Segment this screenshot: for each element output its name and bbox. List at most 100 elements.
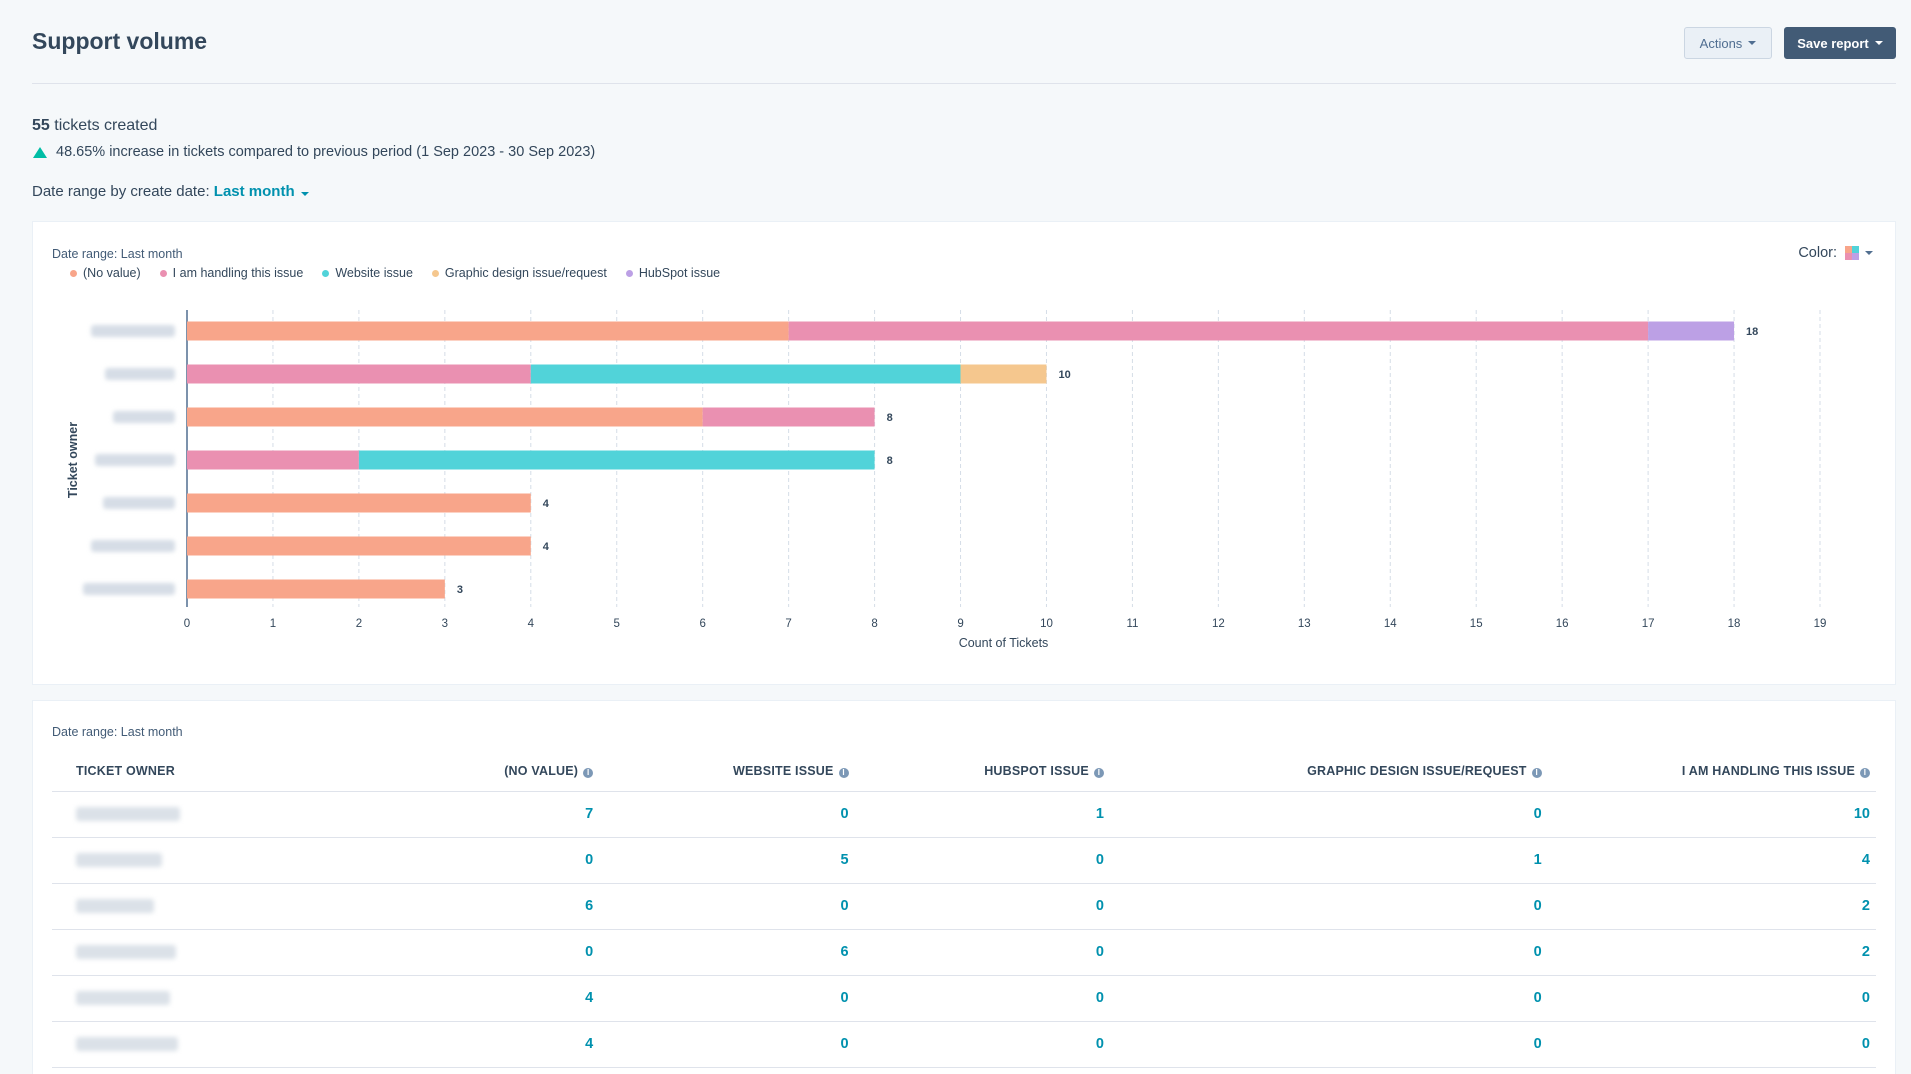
bar-total-label: 10 [1058,369,1070,381]
change-summary: 48.65% increase in tickets compared to p… [32,144,595,160]
table-cell-value[interactable]: 0 [1109,929,1548,976]
table-cell-value[interactable]: 0 [343,929,600,976]
table-cell-value[interactable]: 0 [854,1067,1110,1074]
table-cell-value[interactable]: 1 [854,791,1110,838]
table-cell-value[interactable]: 0 [1109,883,1548,930]
bar-segment [187,450,359,470]
table-cell-value[interactable]: 0 [1109,1067,1548,1074]
actions-button[interactable]: Actions [1684,27,1772,59]
legend-item[interactable]: (No value) [70,266,141,280]
save-report-button[interactable]: Save report [1784,27,1896,59]
table-cell-value[interactable]: 0 [599,1021,855,1068]
legend-dot-icon [431,269,439,277]
x-tick-label: 1 [270,618,276,630]
color-palette-icon [1845,246,1859,260]
table-cell-value[interactable]: 0 [343,837,600,884]
table-cell-value[interactable]: 0 [854,1021,1110,1068]
save-report-button-label: Save report [1797,35,1869,51]
legend-item[interactable]: HubSpot issue [625,266,720,280]
date-range-dropdown[interactable]: Last month [214,183,309,200]
legend-dot-icon [625,269,633,277]
legend-dot-icon [159,269,167,277]
table-cell-value[interactable]: 6 [343,883,600,930]
bar-segment [187,321,789,341]
table-cell-value[interactable]: 0 [599,975,855,1022]
table-cell-value[interactable]: 3 [343,1067,600,1074]
bar-segment [358,450,875,470]
column-header-label: (No value) [504,763,579,778]
report-header: Support volume Actions Save report [32,24,1896,84]
column-header[interactable]: Ticket owner [52,751,344,792]
y-category-label [113,411,175,423]
legend-item[interactable]: Graphic design issue/request [431,266,607,280]
legend-item[interactable]: I am handling this issue [159,266,303,280]
y-category-label [83,583,175,595]
x-tick-label: 11 [1126,618,1138,630]
data-table: Ticket owner (No value) i Website issue i Hub… [52,751,1876,1074]
bar-segment [187,536,531,556]
y-category-label [105,368,175,380]
bar-total-label: 8 [887,455,893,467]
table-cell-value[interactable]: 7 [343,791,600,838]
bar-total-label: 8 [887,412,893,424]
table-cell-value[interactable]: 2 [1547,929,1876,976]
bar-segment [187,579,445,599]
legend-label: Website issue [335,266,413,280]
table-cell-value[interactable]: 0 [1109,975,1548,1022]
redacted-owner-name [76,807,180,822]
info-icon[interactable]: i [1531,767,1542,778]
column-header[interactable]: HubSpot issue i [854,751,1110,792]
table-cell-value[interactable]: 4 [343,975,600,1022]
ticket-owner-cell [52,1021,344,1068]
info-icon[interactable]: i [583,767,594,778]
bar-total-label: 4 [543,541,550,553]
table-cell-value[interactable]: 0 [1547,975,1876,1022]
chevron-down-icon [1865,251,1873,255]
bar-segment [187,493,531,513]
column-header-label: Ticket owner [76,763,175,778]
table-cell-value[interactable]: 4 [1547,837,1876,884]
table-cell-value[interactable]: 0 [1547,1021,1876,1068]
table-cell-value[interactable]: 0 [599,791,855,838]
table-cell-value[interactable]: 1 [1109,837,1548,884]
column-header[interactable]: (No value) i [343,751,600,792]
column-header[interactable]: Graphic design issue/request i [1109,751,1548,792]
color-selector[interactable]: Color: [1798,245,1873,261]
info-icon[interactable]: i [1093,767,1104,778]
redacted-owner-name [76,899,154,914]
table-cell-value[interactable]: 0 [599,883,855,930]
table-header-row: Ticket owner (No value) i Website issue i Hub… [52,751,1876,792]
y-category-label [91,325,175,337]
table-cell-value[interactable]: 0 [1109,1021,1548,1068]
table-cell-value[interactable]: 2 [1547,883,1876,930]
column-header[interactable]: Website issue i [599,751,855,792]
table-cell-value[interactable]: 0 [854,837,1110,884]
table-cell-value[interactable]: 0 [854,929,1110,976]
color-label: Color: [1798,245,1837,261]
table-cell-value[interactable]: 6 [599,929,855,976]
redacted-owner-name [76,853,162,868]
ticket-owner-cell [52,1067,344,1074]
x-tick-label: 10 [1040,618,1053,630]
x-tick-label: 9 [957,618,963,630]
table-cell-value[interactable]: 5 [599,837,855,884]
y-category-label [91,540,175,552]
table-cell-value[interactable]: 0 [1547,1067,1876,1074]
table-cell-value[interactable]: 10 [1547,791,1876,838]
tickets-count-suffix: tickets created [49,117,158,134]
table-cell-value[interactable]: 4 [343,1021,600,1068]
legend-dot-icon [322,269,330,277]
table-cell-value[interactable]: 0 [1109,791,1548,838]
table-cell-value[interactable]: 0 [854,883,1110,930]
table-row: 7 0 1 0 10 [52,791,1876,838]
info-icon[interactable]: i [1860,767,1870,778]
table-cell-value[interactable]: 0 [854,975,1110,1022]
legend-label: (No value) [83,266,141,280]
legend-item[interactable]: Website issue [322,266,413,280]
table-cell-value[interactable]: 0 [599,1067,855,1074]
column-header-label: Website issue [733,763,834,778]
info-icon[interactable]: i [838,767,849,778]
column-header[interactable]: I am handling this issue i [1547,751,1876,792]
